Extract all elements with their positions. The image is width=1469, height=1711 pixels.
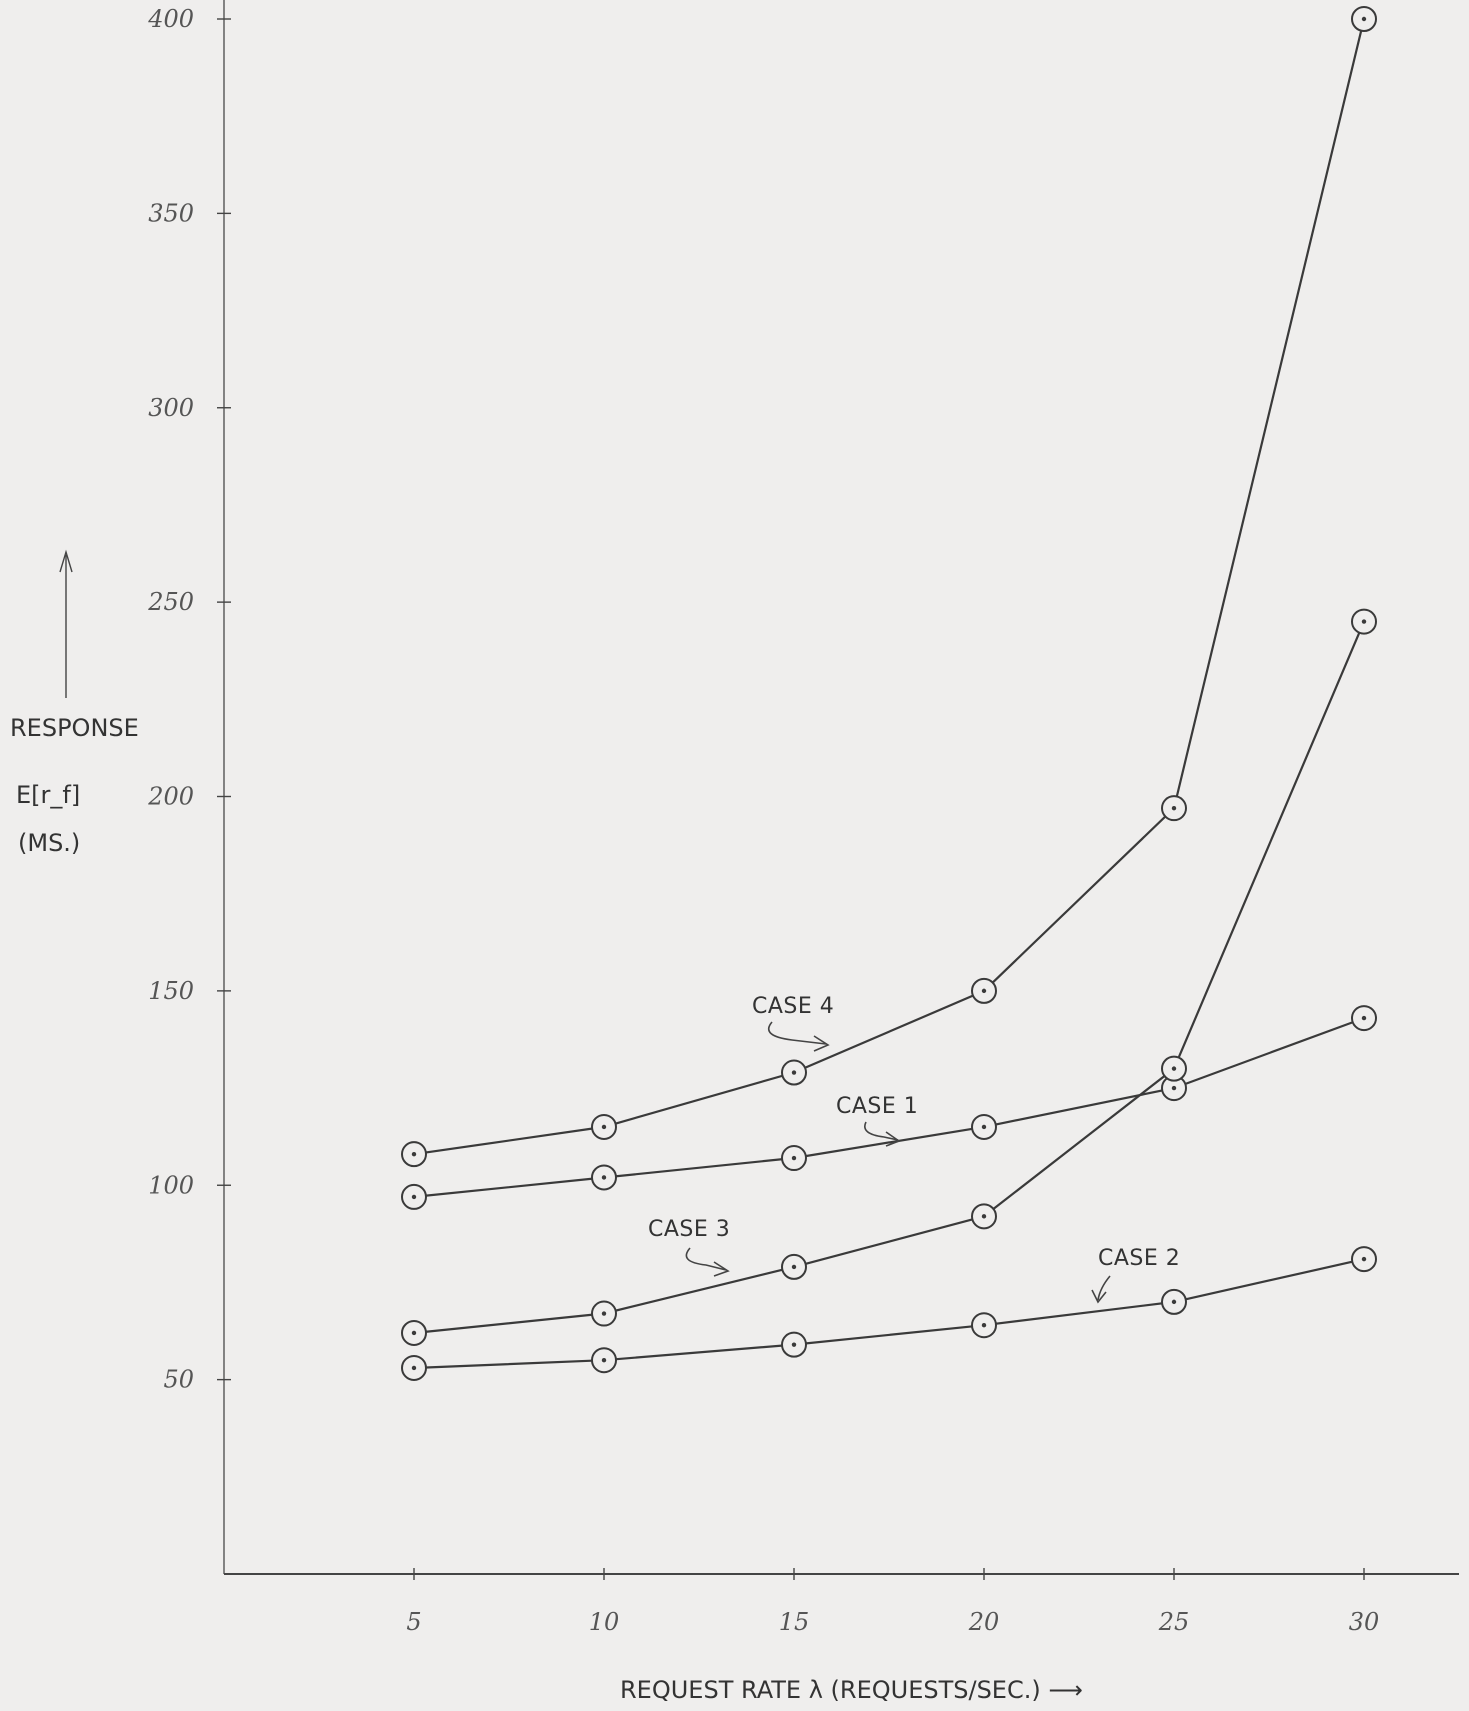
point-case-4-10 bbox=[591, 1113, 617, 1140]
annotation-arrow-case-3 bbox=[685, 1247, 727, 1271]
point-case-3-5 bbox=[401, 1319, 427, 1346]
y-tick-label-350: 350 bbox=[148, 199, 194, 227]
y-axis-title-line-3: (MS.) bbox=[18, 829, 80, 857]
x-tick-label-15: 15 bbox=[779, 1608, 810, 1636]
series-line-case-1 bbox=[413, 1017, 1365, 1198]
point-case-3-25 bbox=[1161, 1055, 1187, 1082]
point-dot bbox=[601, 1357, 607, 1363]
point-dot bbox=[1361, 1015, 1367, 1021]
series-line-case-3 bbox=[413, 621, 1366, 1335]
point-case-1-5 bbox=[401, 1183, 427, 1210]
annotation-arrow-case-1 bbox=[864, 1121, 899, 1141]
point-dot bbox=[601, 1124, 607, 1130]
point-case-3-30 bbox=[1351, 608, 1377, 635]
point-dot bbox=[1361, 1256, 1367, 1262]
x-ticks: 5 10 15 20 25 30 bbox=[406, 1568, 1379, 1636]
series-points bbox=[401, 6, 1377, 1381]
point-dot bbox=[411, 1365, 417, 1371]
point-dot bbox=[981, 988, 987, 994]
point-case-2-10 bbox=[591, 1347, 617, 1374]
x-tick-label-10: 10 bbox=[589, 1608, 620, 1636]
point-case-3-10 bbox=[591, 1300, 617, 1327]
x-tick-label-25: 25 bbox=[1158, 1608, 1190, 1636]
point-case-3-15 bbox=[781, 1253, 807, 1280]
point-dot bbox=[791, 1264, 797, 1270]
annotation-arrowhead-case-3 bbox=[713, 1261, 730, 1277]
y-tick-label-100: 100 bbox=[148, 1171, 194, 1199]
annotation-case-3: CASE 3 bbox=[648, 1217, 730, 1277]
point-dot bbox=[791, 1155, 797, 1161]
annotation-case-1: CASE 1 bbox=[836, 1094, 918, 1147]
y-tick-label-300: 300 bbox=[148, 394, 194, 422]
annotation-arrowhead-case-4 bbox=[813, 1035, 830, 1052]
annotation-label-case-1: CASE 1 bbox=[836, 1094, 918, 1119]
point-dot bbox=[981, 1214, 987, 1219]
axes bbox=[223, 0, 1459, 1575]
point-dot bbox=[601, 1175, 607, 1180]
point-case-1-15 bbox=[781, 1145, 807, 1172]
annotation-arrowhead-case-2 bbox=[1091, 1289, 1107, 1304]
annotation-case-4: CASE 4 bbox=[752, 994, 834, 1052]
point-dot bbox=[791, 1070, 797, 1075]
y-tick-label-250: 250 bbox=[147, 588, 194, 616]
point-dot bbox=[411, 1194, 417, 1200]
point-dot bbox=[411, 1330, 417, 1336]
x-tick-label-5: 5 bbox=[406, 1608, 421, 1636]
series-line-case-2 bbox=[413, 1258, 1365, 1370]
point-case-4-25 bbox=[1161, 795, 1187, 822]
annotation-arrow-case-2 bbox=[1097, 1275, 1111, 1301]
point-dot bbox=[1171, 1085, 1177, 1091]
y-axis-title-line-1: RESPONSE bbox=[10, 714, 139, 742]
annotation-label-case-4: CASE 4 bbox=[752, 994, 834, 1019]
point-case-4-15 bbox=[781, 1059, 807, 1086]
point-dot bbox=[981, 1124, 987, 1130]
point-dot bbox=[601, 1311, 607, 1316]
point-dot bbox=[1361, 16, 1367, 22]
y-axis-title-line-2: E[r_f] bbox=[16, 781, 80, 809]
point-case-4-30 bbox=[1351, 6, 1377, 32]
x-tick-label-20: 20 bbox=[968, 1608, 1000, 1636]
point-case-1-30 bbox=[1351, 1005, 1377, 1032]
series-lines bbox=[413, 18, 1366, 1370]
point-case-2-25 bbox=[1161, 1288, 1187, 1315]
point-dot bbox=[981, 1323, 987, 1328]
point-case-1-10 bbox=[591, 1164, 617, 1191]
y-ticks: 50 100 150 200 250 300 350 400 bbox=[147, 5, 231, 1394]
y-tick-label-400: 400 bbox=[147, 5, 194, 33]
y-axis-title-arrow-head bbox=[59, 549, 73, 573]
annotation-case-2: CASE 2 bbox=[1091, 1246, 1180, 1304]
annotation-label-case-2: CASE 2 bbox=[1098, 1246, 1180, 1271]
y-axis-title: RESPONSE E[r_f] (MS.) bbox=[10, 549, 139, 857]
series-line-case-4 bbox=[413, 18, 1366, 1156]
y-tick-label-50: 50 bbox=[163, 1366, 194, 1394]
y-tick-label-150: 150 bbox=[148, 977, 194, 1005]
point-case-2-15 bbox=[781, 1331, 807, 1358]
annotation-arrowhead-case-1 bbox=[885, 1131, 901, 1147]
point-case-4-20 bbox=[971, 977, 997, 1004]
point-case-4-5 bbox=[401, 1141, 427, 1168]
point-dot bbox=[1171, 805, 1177, 811]
point-case-2-20 bbox=[971, 1312, 997, 1339]
point-dot bbox=[1361, 619, 1367, 624]
point-case-2-5 bbox=[401, 1354, 427, 1381]
point-case-2-30 bbox=[1351, 1246, 1377, 1273]
y-tick-label-200: 200 bbox=[147, 783, 194, 811]
x-axis-title: REQUEST RATE λ (REQUESTS/SEC.) ⟶ bbox=[620, 1676, 1083, 1704]
point-dot bbox=[791, 1342, 797, 1347]
point-case-3-20 bbox=[971, 1203, 997, 1230]
point-dot bbox=[1171, 1066, 1177, 1071]
point-dot bbox=[411, 1151, 417, 1157]
point-dot bbox=[1171, 1299, 1177, 1305]
point-case-1-20 bbox=[971, 1113, 997, 1140]
x-tick-label-30: 30 bbox=[1349, 1608, 1380, 1636]
annotation-label-case-3: CASE 3 bbox=[648, 1217, 730, 1242]
annotation-arrow-case-4 bbox=[767, 1021, 827, 1045]
